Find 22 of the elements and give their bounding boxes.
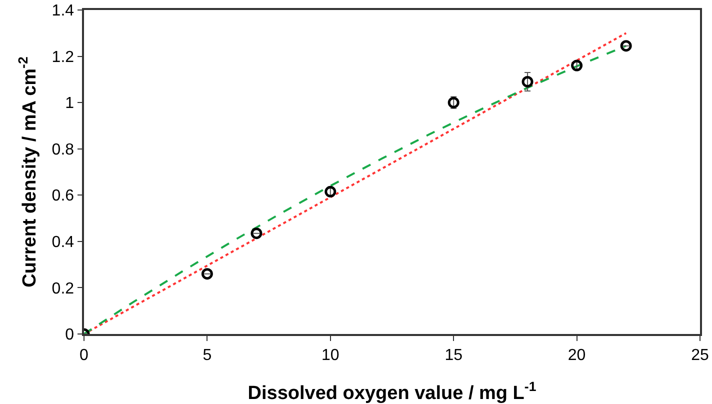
point bbox=[324, 186, 336, 198]
y-tick-label: 1.4 bbox=[52, 2, 74, 20]
x-axis-title: Dissolved oxygen value / mg L$^{-1}$ bbox=[248, 379, 537, 404]
point bbox=[571, 60, 583, 72]
y-tick-label: 0.2 bbox=[52, 280, 74, 298]
x-tick-label: 10 bbox=[322, 346, 340, 364]
point bbox=[522, 76, 534, 88]
x-tick-label: 5 bbox=[202, 346, 212, 364]
x-tick-label: 0 bbox=[80, 346, 89, 364]
y-tick-label: 0.6 bbox=[52, 188, 74, 205]
point bbox=[250, 228, 262, 240]
point bbox=[448, 96, 460, 108]
y-tick-label: 0.8 bbox=[52, 141, 74, 158]
point bbox=[620, 40, 632, 52]
x-tick-label: 20 bbox=[568, 346, 586, 364]
x-tick-label: 15 bbox=[444, 346, 463, 364]
x-tick-label: 25 bbox=[691, 346, 709, 364]
y-tick-label: 1 bbox=[65, 95, 74, 112]
y-tick-label: 1.2 bbox=[52, 48, 74, 66]
point bbox=[201, 268, 213, 280]
y-tick-label: 0.4 bbox=[52, 234, 74, 252]
y-tick-label: 0 bbox=[65, 326, 74, 344]
